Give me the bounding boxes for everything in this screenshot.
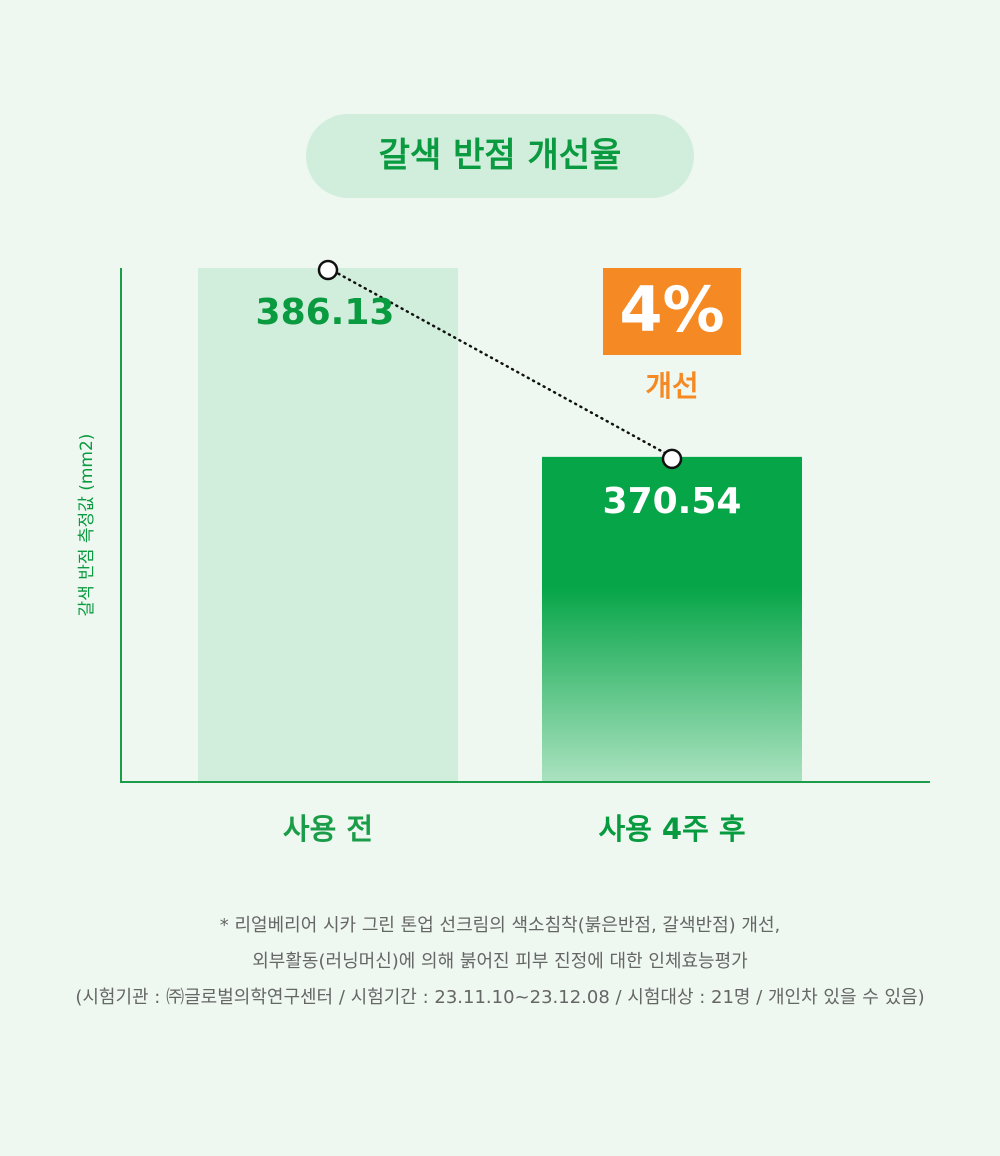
y-axis-label: 갈색 반점 측정값 (mm2)	[77, 434, 97, 617]
footnote: (시험기관 : ㈜글로벌의학연구센터 / 시험기간 : 23.11.10~23.…	[75, 987, 924, 1008]
point	[317, 259, 339, 281]
title-pill	[306, 114, 694, 198]
badge	[603, 268, 741, 355]
x-tick-label: 사용 4주 후	[598, 812, 745, 846]
value-label: 386.13	[256, 292, 395, 333]
point	[661, 448, 683, 470]
footnotes: * 리얼베리어 시카 그린 톤업 선크림의 색소침착(붉은반점, 갈색반점) 개…	[75, 915, 924, 1008]
footnote: 외부활동(러닝머신)에 의해 붉어진 피부 진정에 대한 인체효능평가	[252, 951, 748, 972]
footnote: * 리얼베리어 시카 그린 톤업 선크림의 색소침착(붉은반점, 갈색반점) 개…	[220, 915, 781, 936]
bar	[542, 456, 802, 782]
chart-title: 갈색 반점 개선율	[379, 136, 622, 176]
value-label: 370.54	[603, 481, 742, 522]
x-tick-label: 사용 전	[283, 812, 373, 846]
annotation-text: 개선	[645, 369, 698, 403]
badge-text: 4%	[619, 273, 724, 346]
bar	[198, 268, 458, 782]
trend-line	[326, 266, 674, 459]
plot	[198, 268, 802, 782]
